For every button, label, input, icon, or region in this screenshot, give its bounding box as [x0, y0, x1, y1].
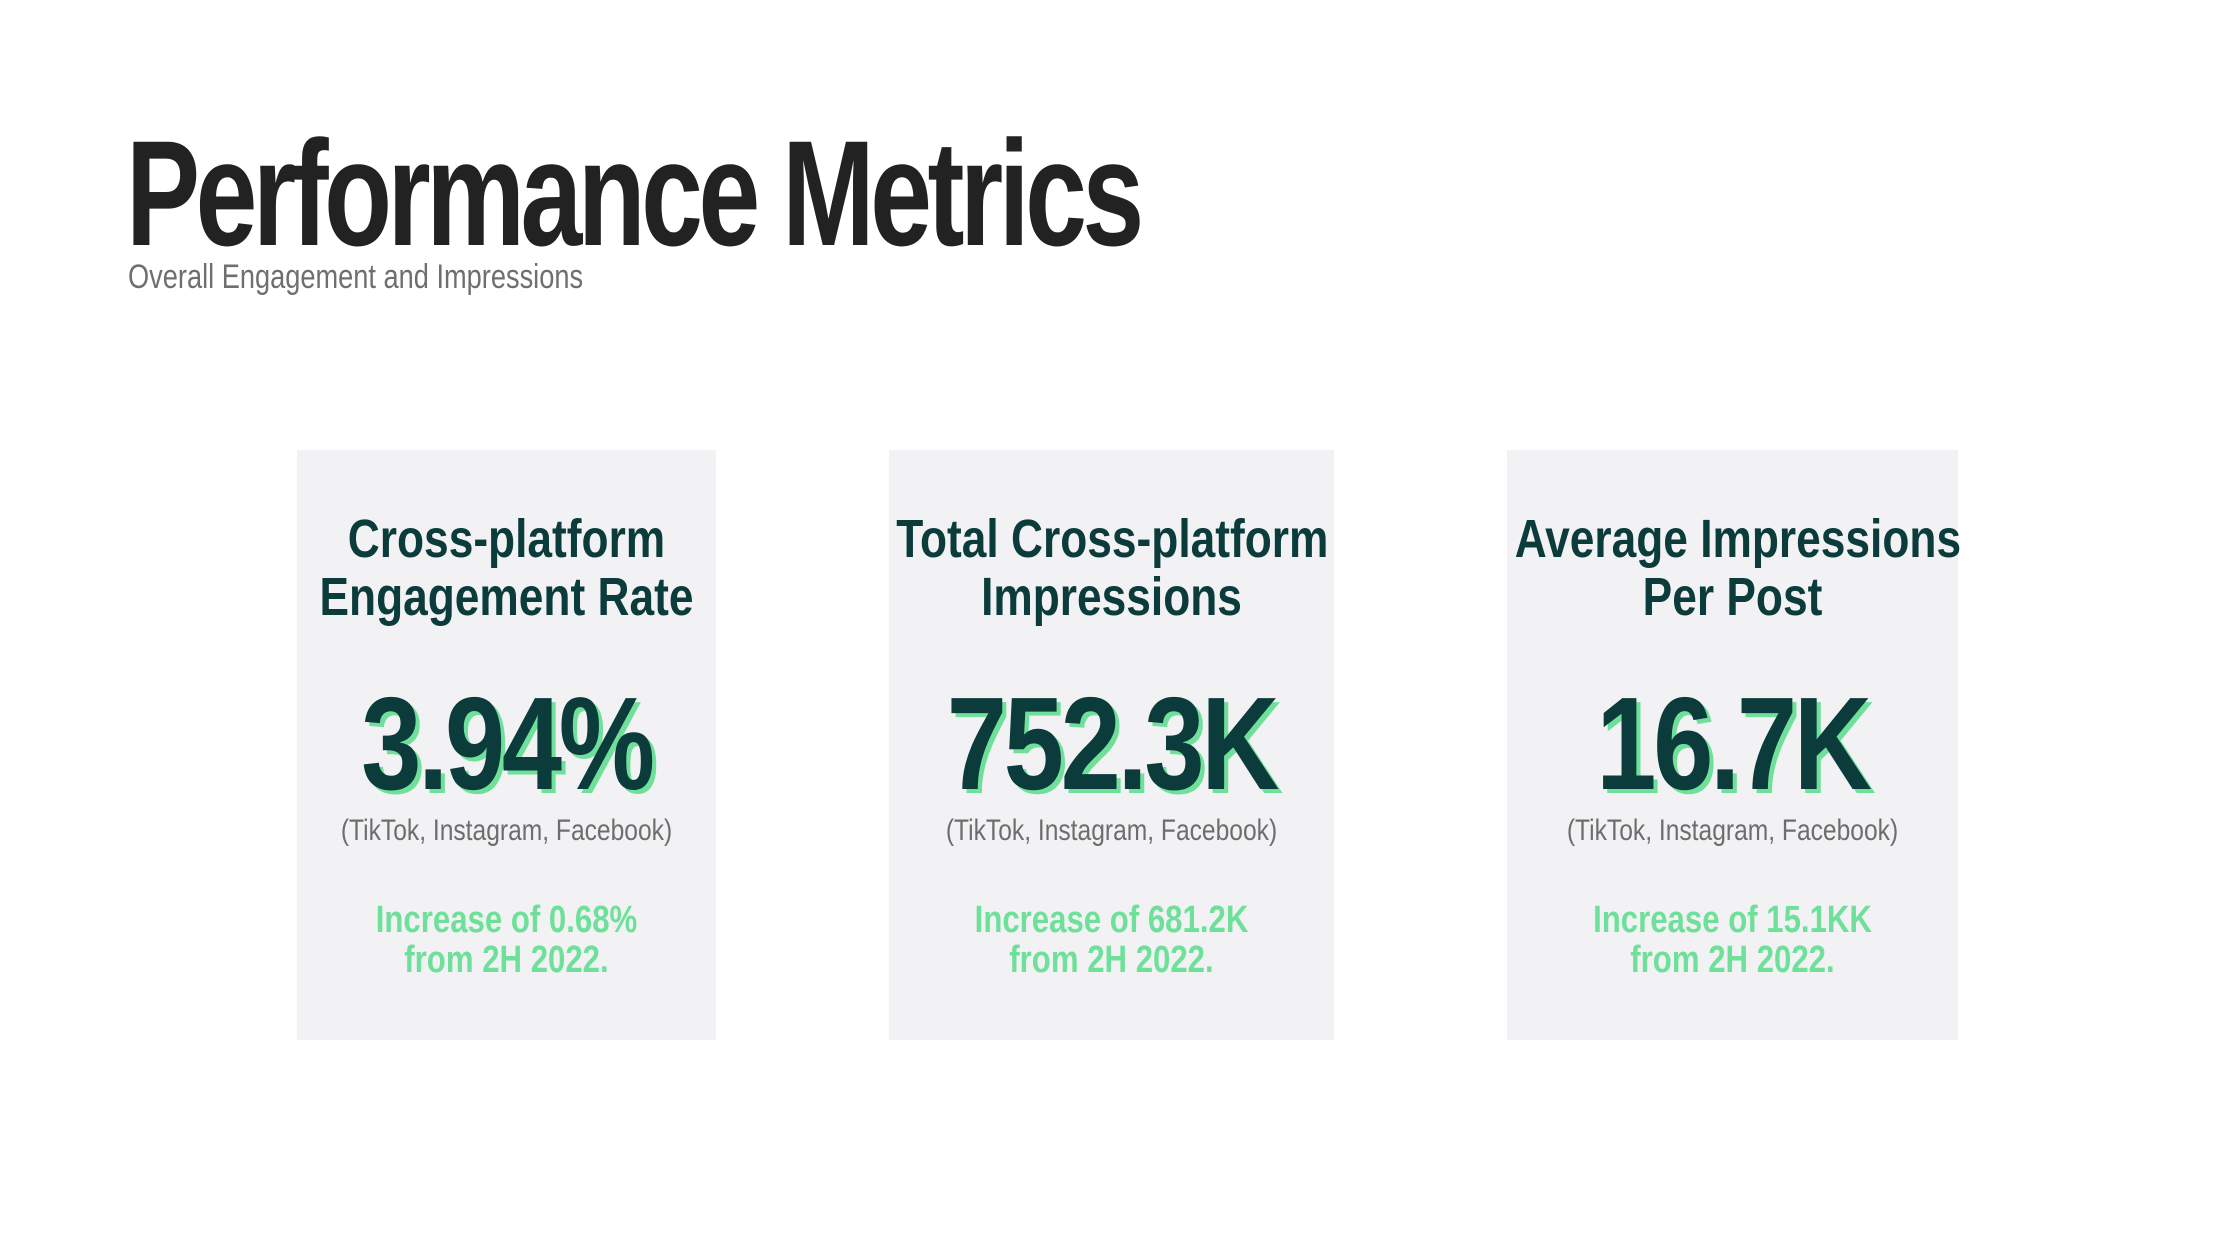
- page-title: Performance Metrics: [126, 109, 1144, 277]
- platforms-note: (TikTok, Instagram, Facebook): [945, 814, 1278, 847]
- change-line: Increase of 15.1KK: [1593, 899, 1872, 941]
- change-line: Increase of 0.68%: [375, 899, 638, 941]
- card-title: Cross-platform Engagement Rate: [302, 510, 711, 626]
- metric-value: 16.7K: [1596, 670, 1872, 817]
- change-line: from 2H 2022.: [1009, 939, 1214, 981]
- page-subtitle: Overall Engagement and Impressions: [128, 258, 584, 296]
- card-title-line: Engagement Rate: [319, 567, 694, 627]
- card-title-line: Average Impressions: [1514, 509, 1962, 569]
- metric-value: 752.3K: [946, 670, 1280, 817]
- metric-card-engagement-rate: Cross-platform Engagement Rate 3.94% (Ti…: [297, 450, 716, 1040]
- platforms-note: (TikTok, Instagram, Facebook): [340, 814, 673, 847]
- metric-card-total-impressions: Total Cross-platform Impressions 752.3K …: [889, 450, 1334, 1040]
- change-line: from 2H 2022.: [1630, 939, 1835, 981]
- platforms-note: (TikTok, Instagram, Facebook): [1566, 814, 1899, 847]
- change-note: Increase of 681.2K from 2H 2022.: [896, 900, 1327, 980]
- card-title-line: Total Cross-platform: [896, 509, 1329, 569]
- metric-value: 3.94%: [361, 670, 655, 817]
- change-line: from 2H 2022.: [404, 939, 609, 981]
- change-note: Increase of 0.68% from 2H 2022.: [302, 900, 711, 980]
- card-title: Total Cross-platform Impressions: [896, 509, 1329, 627]
- metric-card-average-impressions: Average Impressions Per Post 16.7K (TikT…: [1507, 450, 1962, 1040]
- change-note: Increase of 15.1KK from 2H 2022.: [1515, 900, 1950, 980]
- change-line: Increase of 681.2K: [974, 899, 1249, 941]
- card-title: Average Impressions Per Post: [1514, 509, 1962, 627]
- card-title-line: Per Post: [1642, 567, 1823, 627]
- card-title-line: Impressions: [981, 567, 1242, 627]
- card-title-line: Cross-platform: [347, 509, 666, 569]
